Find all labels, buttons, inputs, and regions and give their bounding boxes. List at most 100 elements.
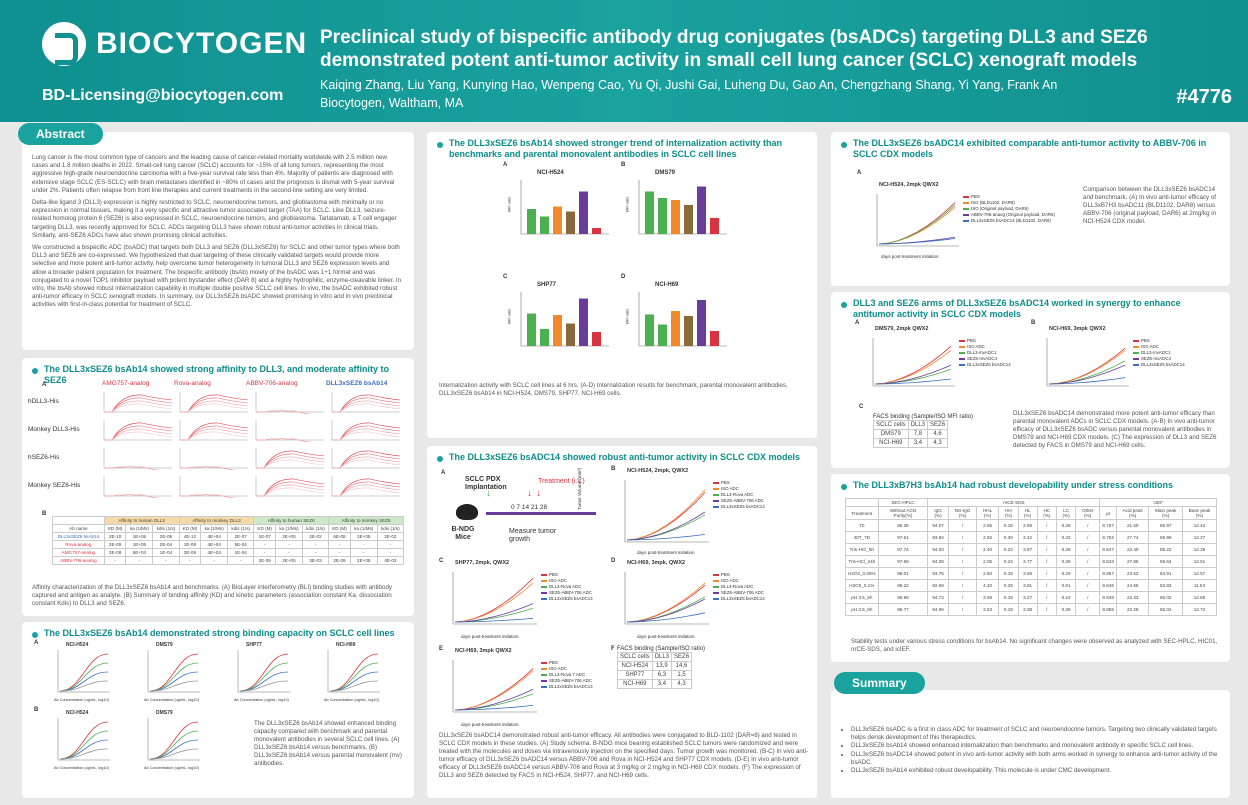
series-line <box>878 238 956 245</box>
table-row: Rova-analog 2E-09 1E+05 2E-04 1E-08 4E+04 5E-0… <box>52 540 405 549</box>
affinity-panel: The DLL3xSEZ6 bsAb14 showed strong affin… <box>22 358 414 616</box>
legend-entry: ISO ADC <box>713 578 765 584</box>
logo: BIOCYTOGEN <box>42 22 307 66</box>
bar <box>697 300 706 346</box>
table-cell: Tris-HCl_24h <box>845 555 879 568</box>
table-row: pH 3.5_6h 96.98 94.73/3.59 0.19 3.27/0.22/8.… <box>845 591 1218 604</box>
timeline-arrow <box>486 512 596 515</box>
table-header: SCLC cells <box>617 652 653 662</box>
table-cell: 12.57 <box>1181 567 1218 580</box>
table-cell: 22.28 <box>1115 603 1150 616</box>
plot-title: DMS79 <box>156 710 173 716</box>
abstract-label: Abstract <box>18 123 103 145</box>
table-cell: 3.81 <box>1017 579 1038 592</box>
table-cell: / <box>1036 555 1058 568</box>
dosing-arrows-icon: ↓↓ <box>527 488 545 499</box>
table-cell: 3,4 <box>907 438 929 448</box>
table-cell: 1E-08 <box>178 540 202 549</box>
table-cell: 14,6 <box>671 661 693 671</box>
table-cell: / <box>1036 603 1058 616</box>
legend-entry: PBS <box>963 194 1055 200</box>
bar <box>579 191 588 234</box>
table-row: NCI-H69 3,4 4,3 <box>873 438 949 448</box>
bullet-icon <box>841 302 847 308</box>
table-cell: 2.89 <box>1017 519 1038 532</box>
summary-label: Summary <box>834 672 925 694</box>
legend-entry: DLL3xSEZ6 bsADC14 <box>1133 362 1185 368</box>
legend-swatch <box>963 201 969 204</box>
table-cell: 3.42 <box>1017 531 1038 544</box>
chart-legend: PBS ISO ADC DLL3-Rova ADC SEZ6-ABBV-706 ADC… <box>541 572 593 602</box>
table-cell: 94.07 <box>927 519 949 532</box>
contact-email[interactable]: BD-Licensing@biocytogen.com <box>42 87 284 104</box>
plot-title: NCI-H524, 2mpk QWX2 <box>879 182 939 188</box>
table-cell: 12.65 <box>1181 591 1218 604</box>
table-cell: 65.97 <box>1148 519 1183 532</box>
column-header: AMG757-analog <box>102 380 150 387</box>
chart-legend: PBS ISO ADC DLL3-Rova ADC SEZ6-ABBV-706 ADC… <box>713 480 765 510</box>
series-line <box>874 350 952 385</box>
legend-entry: PBS <box>541 572 593 578</box>
table-row: 40T_7D 97.61 93.94/2.92 0.30 3.42/0.33/8.762… <box>845 531 1218 544</box>
legend-swatch <box>541 573 547 576</box>
synergy-facs-block: FACS binding (Sample/ISO MFI ratio) SCLC… <box>873 414 973 448</box>
legend-swatch <box>1133 345 1139 348</box>
table-header: kdis (1/s) <box>152 524 180 533</box>
summary-panel: DLL3xSEZ6 bsADC is a first in class ADC … <box>831 690 1230 798</box>
table-cell: 63.83 <box>1148 579 1183 592</box>
table-cell: 94.09 <box>927 555 949 568</box>
column-header: ABBV-706-analog <box>246 380 298 387</box>
table-cell: 97.61 <box>877 531 929 544</box>
y-axis-label: MFI ratio <box>506 308 512 325</box>
chart-legend: PBS ISO ADC DLL3-Rova 7 ADC SEZ6-ABBV-706 A… <box>541 660 593 690</box>
plot-title: SHP77, 2mpk, QWX2 <box>455 560 510 566</box>
legend-swatch <box>541 597 547 600</box>
sensorgram-cell <box>331 420 401 441</box>
author-list: Kaiqing Zhang, Liu Yang, Kunying Hao, We… <box>320 78 1058 92</box>
figure-caption: DLL3xSEZ6 bsADC14 demonstrated more pote… <box>1013 410 1217 449</box>
legend-swatch <box>959 345 965 348</box>
y-axis-label: Tumor Volume (mm³) <box>577 467 582 510</box>
x-axis-label: days post-treatment initiation <box>637 550 695 555</box>
table-cell: 2E-02 <box>301 532 330 541</box>
panel-label: F <box>611 646 615 652</box>
bullet-icon <box>32 632 38 638</box>
table-group-row: SEC-HPLC nrCE-SDS cIEF <box>845 498 1217 507</box>
table-header: Base peak (%) <box>1181 506 1218 520</box>
tumor-growth-chart <box>452 572 537 625</box>
sensorgram-cell <box>331 448 401 469</box>
table-cell: 0.18 <box>998 519 1019 532</box>
table-row: NCI-H524 13,9 14,6 <box>617 661 693 671</box>
series-line <box>626 598 706 623</box>
legend-entry: DLL3-Rova 7 ADC <box>541 672 593 678</box>
x-axis-label: days post-treatment initiation <box>881 254 939 259</box>
table-header: HL (%) <box>1017 506 1038 520</box>
series-line <box>626 489 706 541</box>
sensorgram-cell <box>255 476 325 497</box>
row-label: Monkey SEZ6-His <box>28 482 81 489</box>
x-axis-label: days post-treatment initiation <box>637 634 695 639</box>
legend-entry: DLL3xSEZ6 bsADC14 <box>541 684 593 690</box>
panel-label: A <box>857 170 862 176</box>
table-cell: - <box>301 540 330 549</box>
table-cell: 0.22 <box>998 543 1019 556</box>
table-header: HHL (%) <box>976 506 1000 520</box>
legend-entry: SEZ6-ABBV-706 ADC <box>541 590 593 596</box>
table-cell: / <box>1075 579 1101 592</box>
table-cell: 94.03 <box>927 543 949 556</box>
series-line <box>454 617 534 623</box>
table-cell: Tris-HCl_6h <box>845 543 879 556</box>
y-axis-label: MFI ratio <box>506 196 512 213</box>
bar <box>540 216 549 234</box>
table-cell: 1E-04 <box>152 548 180 557</box>
table-cell: 3.08 <box>1017 603 1038 616</box>
x-axis-label: Ab Concentration (ug/mL, log10) <box>144 766 199 770</box>
legend-swatch <box>963 219 969 222</box>
table-cell: - <box>301 548 330 557</box>
series-line <box>874 378 952 385</box>
legend-entry: DLL3-mvADC1 <box>959 350 1011 356</box>
x-axis-label: days post-treatment initiation <box>461 722 519 727</box>
table-cell: 59.64 <box>1148 555 1183 568</box>
table-row: Tris-HCl_24h 97.69 94.09/2.05 0.24 3.77/0.28… <box>845 555 1218 568</box>
x-axis-label: Ab Concentration (ug/mL, log10) <box>54 766 109 770</box>
